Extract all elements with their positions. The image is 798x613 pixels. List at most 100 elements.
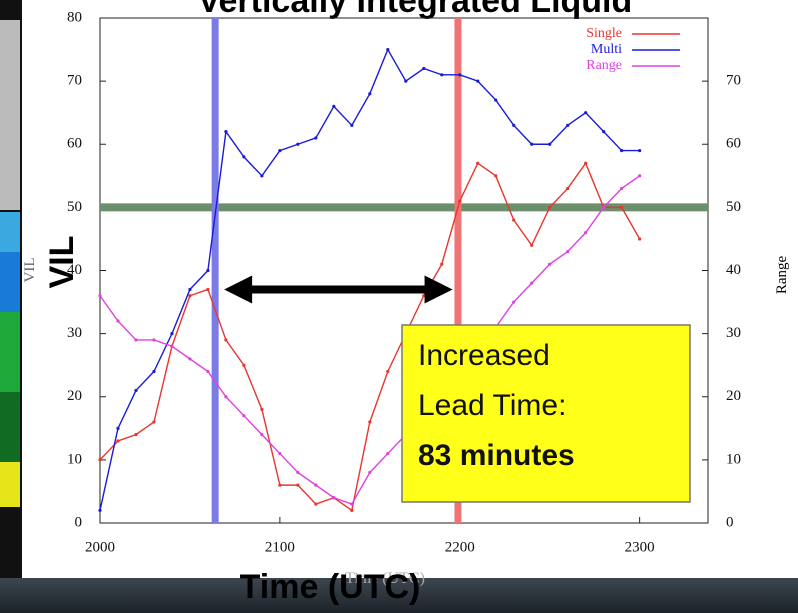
legend-label: Range <box>586 58 622 73</box>
point <box>530 244 533 247</box>
y-tick-label: 30 <box>67 325 82 341</box>
annotation-text: Lead Time: <box>418 389 566 422</box>
point <box>242 364 245 367</box>
point <box>260 174 263 177</box>
point <box>494 174 497 177</box>
point <box>206 269 209 272</box>
point <box>350 502 353 505</box>
y-tick-label: 50 <box>67 199 82 215</box>
arrow-head <box>425 275 453 303</box>
point <box>188 357 191 360</box>
y-tick-label: 10 <box>67 451 82 467</box>
point <box>170 332 173 335</box>
point <box>296 143 299 146</box>
y-tick-label: 80 <box>67 9 82 25</box>
point <box>278 452 281 455</box>
point <box>314 136 317 139</box>
point <box>152 338 155 341</box>
legend-label: Multi <box>591 42 622 57</box>
point <box>332 105 335 108</box>
point <box>206 288 209 291</box>
point <box>98 294 101 297</box>
point <box>296 471 299 474</box>
x-tick-label: 2300 <box>625 539 655 555</box>
point <box>188 288 191 291</box>
point <box>404 80 407 83</box>
point <box>602 130 605 133</box>
point <box>530 282 533 285</box>
point <box>476 162 479 165</box>
point <box>458 199 461 202</box>
point <box>530 143 533 146</box>
y-tick-label: 70 <box>67 73 82 89</box>
legend-label: Single <box>586 26 622 41</box>
point <box>440 263 443 266</box>
point <box>332 496 335 499</box>
point <box>512 300 515 303</box>
point <box>152 420 155 423</box>
y2-tick-label: 60 <box>726 136 741 152</box>
point <box>638 149 641 152</box>
point <box>116 439 119 442</box>
y2-tick-label: 40 <box>726 262 741 278</box>
point <box>620 149 623 152</box>
point <box>584 111 587 114</box>
point <box>548 143 551 146</box>
point <box>224 338 227 341</box>
point <box>368 471 371 474</box>
chart-title: Vertically Integrated Liquid <box>198 0 633 20</box>
point <box>350 124 353 127</box>
point <box>314 502 317 505</box>
point <box>242 155 245 158</box>
point <box>206 370 209 373</box>
point <box>638 174 641 177</box>
y-tick-label: 0 <box>75 514 83 530</box>
y2-label: Range <box>774 256 790 295</box>
point <box>260 408 263 411</box>
point <box>422 67 425 70</box>
point <box>566 124 569 127</box>
y2-tick-label: 50 <box>726 199 741 215</box>
point <box>620 206 623 209</box>
point <box>548 263 551 266</box>
point <box>242 414 245 417</box>
radar-strip <box>0 0 22 578</box>
point <box>224 130 227 133</box>
y-label-small: VIL <box>22 258 38 283</box>
point <box>134 389 137 392</box>
point <box>116 319 119 322</box>
x-tick-label: 2200 <box>445 539 475 555</box>
point <box>278 484 281 487</box>
y-tick-label: 60 <box>67 136 82 152</box>
point <box>620 187 623 190</box>
point <box>638 237 641 240</box>
point <box>386 48 389 51</box>
x-tick-label: 2100 <box>265 539 295 555</box>
point <box>350 509 353 512</box>
point <box>440 73 443 76</box>
point <box>188 294 191 297</box>
x-tick-label: 2000 <box>85 539 115 555</box>
y-tick-label: 20 <box>67 388 82 404</box>
point <box>476 80 479 83</box>
point <box>116 427 119 430</box>
y2-tick-label: 10 <box>726 451 741 467</box>
point <box>314 484 317 487</box>
point <box>602 206 605 209</box>
point <box>134 338 137 341</box>
point <box>584 162 587 165</box>
point <box>386 370 389 373</box>
x-label: Time (UTC) <box>240 568 421 606</box>
point <box>278 149 281 152</box>
point <box>368 92 371 95</box>
point <box>98 509 101 512</box>
point <box>296 484 299 487</box>
point <box>512 218 515 221</box>
point <box>566 187 569 190</box>
point <box>368 420 371 423</box>
point <box>152 370 155 373</box>
point <box>224 395 227 398</box>
point <box>170 345 173 348</box>
arrow-head <box>224 275 252 303</box>
y-tick-label: 40 <box>67 262 82 278</box>
